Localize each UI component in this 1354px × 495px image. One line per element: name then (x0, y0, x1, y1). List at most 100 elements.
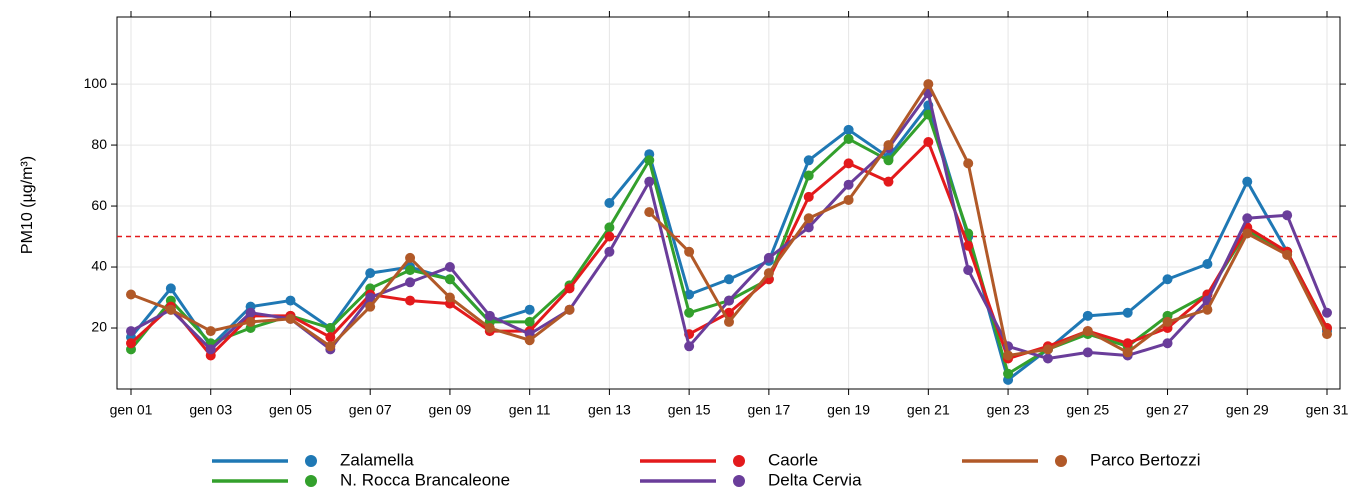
x-tick-label: gen 11 (509, 402, 551, 418)
data-point (644, 155, 655, 166)
data-point (564, 304, 575, 315)
x-tick-label: gen 07 (349, 402, 392, 418)
data-point (843, 158, 854, 169)
data-point (604, 198, 615, 208)
data-point (1242, 228, 1253, 239)
data-point (205, 344, 216, 355)
data-point (126, 338, 136, 349)
data-point (285, 313, 296, 324)
data-point (803, 170, 814, 181)
data-point (205, 326, 216, 337)
data-point (325, 332, 336, 343)
data-point (803, 222, 814, 233)
data-point (405, 252, 416, 263)
x-tick-label: gen 01 (110, 402, 153, 418)
data-point (365, 292, 376, 303)
data-point (405, 277, 416, 288)
data-point (1122, 347, 1133, 358)
data-point (165, 283, 176, 294)
data-point (1162, 316, 1173, 327)
data-point (803, 191, 814, 202)
x-tick-label: gen 31 (1306, 402, 1349, 418)
data-point (1242, 176, 1253, 187)
data-point (883, 176, 894, 187)
data-point (1282, 210, 1293, 221)
data-point (126, 326, 136, 337)
data-point (245, 307, 256, 318)
legend-dot (733, 455, 745, 467)
data-point (963, 240, 974, 251)
legend-dot (305, 455, 317, 467)
y-tick-label: 60 (91, 197, 107, 213)
x-tick-label: gen 05 (269, 402, 312, 418)
data-point (564, 283, 575, 294)
data-point (963, 265, 974, 276)
data-point (763, 252, 774, 263)
data-point (405, 265, 416, 276)
x-tick-label: gen 23 (987, 402, 1030, 418)
legend-dot (305, 475, 317, 487)
data-point (1162, 274, 1173, 285)
data-point (963, 158, 974, 169)
data-point (763, 268, 774, 279)
data-point (843, 194, 854, 205)
data-point (843, 179, 854, 190)
y-tick-label: 20 (91, 319, 107, 335)
data-point (1202, 304, 1213, 315)
data-point (803, 155, 814, 166)
data-point (1162, 338, 1173, 349)
data-point (724, 316, 734, 327)
legend-label: N. Rocca Brancaleone (340, 470, 510, 489)
data-point (883, 140, 894, 151)
x-tick-label: gen 13 (588, 402, 631, 418)
data-point (1082, 347, 1093, 358)
data-point (1003, 350, 1014, 361)
data-point (684, 341, 695, 352)
data-point (444, 262, 455, 273)
data-point (365, 301, 376, 312)
x-tick-label: gen 19 (827, 402, 870, 418)
data-point (524, 335, 535, 346)
data-point (245, 316, 256, 327)
data-point (1322, 307, 1332, 318)
data-point (843, 133, 854, 144)
data-point (165, 304, 176, 315)
data-point (1122, 338, 1133, 349)
data-point (1082, 310, 1093, 321)
data-point (604, 222, 615, 233)
data-point (604, 246, 615, 257)
data-point (325, 323, 336, 334)
legend-dot (1055, 455, 1067, 467)
data-point (325, 341, 336, 352)
data-point (724, 274, 734, 285)
legend-dot (733, 475, 745, 487)
y-tick-label: 40 (91, 258, 107, 274)
x-tick-label: gen 29 (1226, 402, 1269, 418)
x-tick-label: gen 25 (1066, 402, 1109, 418)
legend-label: Delta Cervia (768, 470, 862, 489)
y-tick-label: 80 (91, 136, 107, 152)
x-tick-label: gen 17 (747, 402, 790, 418)
data-point (1282, 249, 1293, 260)
data-point (405, 295, 416, 306)
x-tick-label: gen 27 (1146, 402, 1189, 418)
data-point (1202, 258, 1213, 269)
data-point (1322, 329, 1332, 340)
data-point (524, 316, 535, 327)
data-point (684, 289, 695, 300)
data-point (883, 155, 894, 166)
series-line (130, 82, 1329, 357)
data-point (684, 246, 695, 257)
data-point (923, 109, 934, 120)
data-point (484, 310, 495, 321)
data-point (923, 137, 934, 148)
data-point (684, 307, 695, 318)
data-point (724, 295, 734, 306)
legend-label: Parco Bertozzi (1090, 450, 1201, 469)
data-point (644, 176, 655, 187)
data-point (365, 268, 376, 279)
data-point (484, 323, 495, 334)
data-point (1042, 344, 1053, 355)
data-point (524, 304, 535, 315)
